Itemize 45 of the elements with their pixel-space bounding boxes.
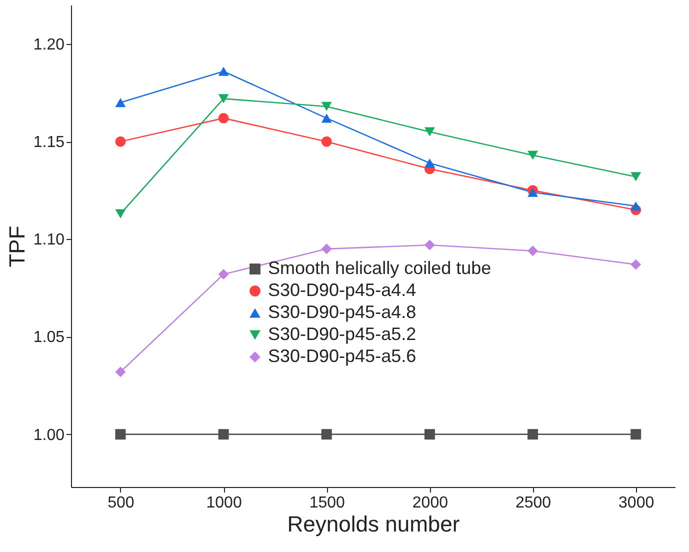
y-tick-label: 1.00 <box>33 426 65 444</box>
y-axis-title: TPF <box>4 226 30 268</box>
point <box>528 246 538 256</box>
point <box>321 136 332 147</box>
point <box>321 244 332 254</box>
y-tick-label: 1.05 <box>33 329 65 346</box>
point <box>424 240 435 250</box>
x-tick-label: 3000 <box>618 494 654 512</box>
point <box>218 112 229 124</box>
x-tick-label: 2000 <box>412 494 448 512</box>
x-tick-label: 2500 <box>515 494 552 512</box>
point <box>115 136 126 147</box>
legend-label: S30-D90-p45-a5.2 <box>268 324 416 344</box>
y-tick-label: 1.20 <box>33 36 65 54</box>
point <box>115 209 126 218</box>
point <box>630 259 642 270</box>
point <box>528 188 538 197</box>
point <box>424 429 435 440</box>
point <box>321 429 332 440</box>
point <box>424 158 435 168</box>
point <box>218 429 229 440</box>
x-tick-label: 500 <box>108 494 134 512</box>
point <box>115 429 126 440</box>
legend-label: S30-D90-p45-a5.6 <box>268 346 416 366</box>
point <box>630 172 642 182</box>
point <box>630 429 642 440</box>
point <box>321 114 332 123</box>
x-tick-label: 1500 <box>309 494 346 512</box>
y-tick-label: 1.10 <box>33 232 65 249</box>
point <box>424 127 435 136</box>
point <box>321 102 332 112</box>
x-tick-label: 1000 <box>206 494 242 512</box>
point <box>218 269 229 280</box>
y-tick-label: 1.15 <box>33 134 65 152</box>
x-axis-title: Reynolds number <box>287 512 460 536</box>
point <box>115 98 126 108</box>
legend-label: S30-D90-p45-a4.4 <box>268 280 416 300</box>
point <box>218 94 229 104</box>
legend-label: Smooth helically coiled tube <box>268 258 492 278</box>
point <box>218 66 229 76</box>
point <box>528 150 538 160</box>
legend-label: S30-D90-p45-a4.8 <box>268 302 416 322</box>
point <box>115 366 126 378</box>
point <box>630 201 642 211</box>
point <box>528 429 538 440</box>
